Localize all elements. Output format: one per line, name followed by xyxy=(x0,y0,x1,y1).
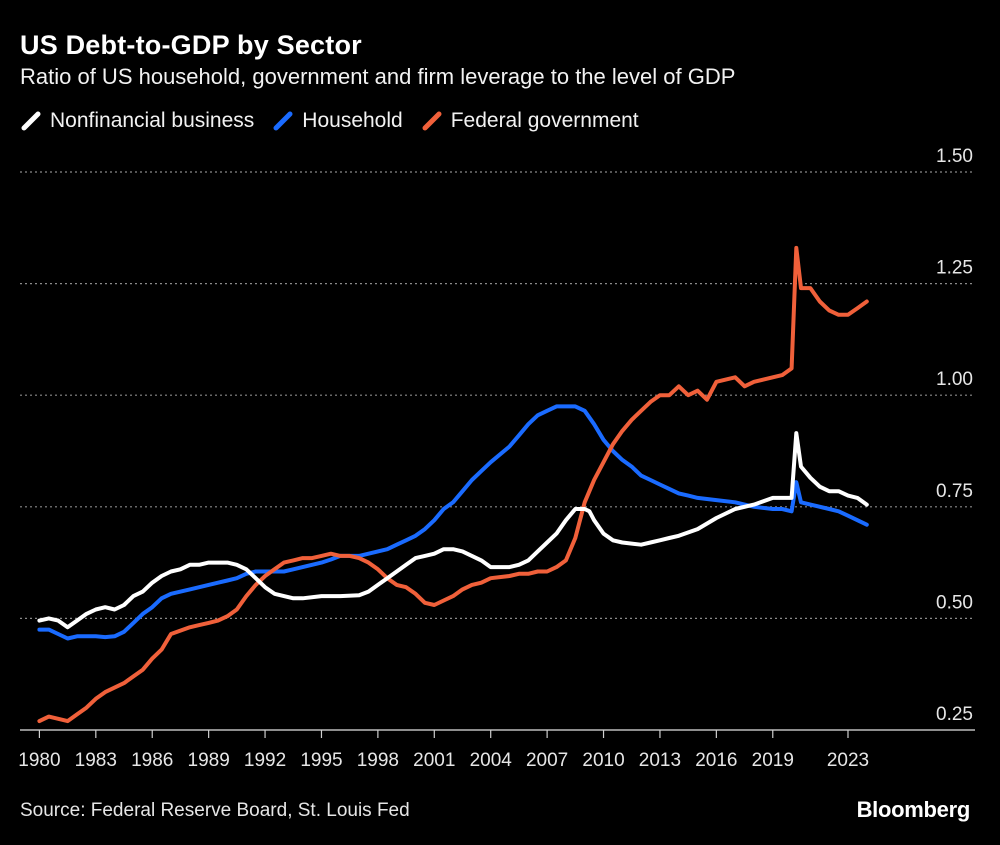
legend-item-federal: Federal government xyxy=(421,108,639,134)
x-tick-label: 2007 xyxy=(526,750,568,771)
x-tick-label: 1980 xyxy=(18,750,60,771)
legend-line-nonfinancial xyxy=(21,111,41,131)
x-tick-label: 2016 xyxy=(695,750,737,771)
legend-line-federal xyxy=(422,111,442,131)
chart-title: US Debt-to-GDP by Sector xyxy=(20,30,362,60)
legend-item-household: Household xyxy=(272,108,403,134)
x-tick-label: 1989 xyxy=(188,750,230,771)
y-tick-label: 0.50 xyxy=(936,592,973,613)
y-tick-label: 1.25 xyxy=(936,258,973,279)
y-tick-label: 1.50 xyxy=(936,146,973,167)
x-tick-label: 1992 xyxy=(244,750,286,771)
legend-item-nonfinancial: Nonfinancial business xyxy=(20,108,254,134)
legend-swatch-nonfinancial xyxy=(21,111,41,131)
source-note: Source: Federal Reserve Board, St. Louis… xyxy=(20,800,410,821)
chart-subtitle: Ratio of US household, government and fi… xyxy=(20,64,736,89)
legend-swatch-household xyxy=(273,111,293,131)
bloomberg-logo: Bloomberg xyxy=(856,797,971,822)
legend-label-nonfinancial: Nonfinancial business xyxy=(50,109,255,132)
legend-label-federal: Federal government xyxy=(450,109,639,132)
series-line-nonfinancial-business xyxy=(37,431,869,630)
x-tick-label: 2023 xyxy=(827,750,869,771)
series-layer xyxy=(37,245,869,724)
legend-label-household: Household xyxy=(302,109,403,132)
y-tick-label: 0.25 xyxy=(936,704,973,725)
legend: Nonfinancial business Household Federal … xyxy=(20,108,657,134)
x-tick-label: 2004 xyxy=(470,750,513,771)
x-tick-label: 1998 xyxy=(357,750,399,771)
axis-layer: 0.25 0.50 0.75 1.00 1.25 1.50 1980 1983 1986 1989… xyxy=(18,146,973,771)
legend-swatch-federal xyxy=(422,111,442,131)
x-tick-label: 2013 xyxy=(639,750,681,771)
y-tick-label: 0.75 xyxy=(936,481,973,502)
x-tick-label: 1986 xyxy=(131,750,173,771)
series-line-federal-government xyxy=(37,245,869,724)
x-tick-label: 2001 xyxy=(413,750,455,771)
legend-line-household xyxy=(273,111,293,131)
series-line-household xyxy=(37,404,869,641)
x-tick-label: 1983 xyxy=(75,750,117,771)
x-tick-label: 2019 xyxy=(752,750,794,771)
x-tick-label: 1995 xyxy=(300,750,342,771)
y-tick-label: 1.00 xyxy=(936,369,973,390)
x-tick-label: 2010 xyxy=(582,750,624,771)
